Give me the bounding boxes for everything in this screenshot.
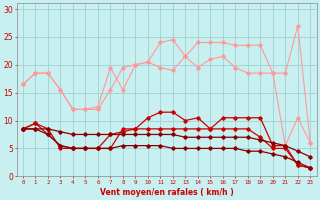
X-axis label: Vent moyen/en rafales ( km/h ): Vent moyen/en rafales ( km/h ) bbox=[100, 188, 234, 197]
